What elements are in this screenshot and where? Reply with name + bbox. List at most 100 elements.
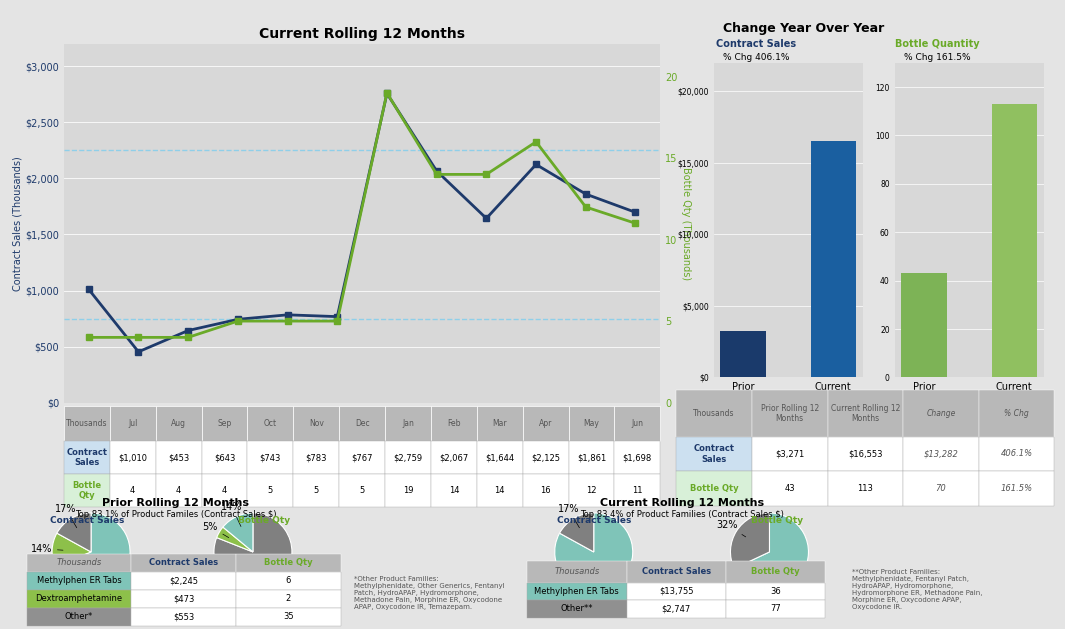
Bar	[615, 441, 660, 474]
Bar	[236, 590, 341, 608]
Bar	[201, 441, 247, 474]
Text: 12: 12	[586, 486, 596, 495]
Bar	[752, 437, 828, 472]
Text: % Chg: % Chg	[1004, 409, 1029, 418]
Text: Jan: Jan	[403, 419, 414, 428]
Bar	[236, 554, 341, 572]
Text: 17%: 17%	[558, 504, 579, 528]
Text: $2,245: $2,245	[169, 576, 198, 585]
Wedge shape	[216, 527, 253, 552]
Text: $2,067: $2,067	[439, 453, 469, 462]
Bar	[64, 441, 110, 474]
Text: 19: 19	[403, 486, 413, 495]
Bar	[201, 406, 247, 441]
Bar	[386, 474, 431, 508]
Text: $1,010: $1,010	[118, 453, 147, 462]
Text: Methylphen ER Tabs: Methylphen ER Tabs	[36, 576, 121, 585]
Text: Thousands: Thousands	[56, 558, 101, 567]
Bar	[339, 441, 386, 474]
Text: 6: 6	[285, 576, 291, 585]
Text: Bottle Qty: Bottle Qty	[264, 558, 313, 567]
Text: 5: 5	[267, 486, 273, 495]
Bar	[903, 390, 979, 437]
Wedge shape	[54, 513, 130, 591]
Bar	[27, 554, 131, 572]
Text: $643: $643	[214, 453, 235, 462]
Bar	[155, 474, 201, 508]
Text: Bottle Qty: Bottle Qty	[752, 516, 803, 525]
Bar	[523, 441, 569, 474]
Text: Thousands: Thousands	[554, 567, 600, 576]
Text: Contract Sales: Contract Sales	[50, 516, 125, 525]
Text: Jun: Jun	[632, 419, 643, 428]
Bar	[131, 608, 236, 626]
Bar	[431, 441, 477, 474]
Text: Contract Sales: Contract Sales	[642, 567, 710, 576]
Bar	[615, 406, 660, 441]
Text: 70: 70	[935, 484, 947, 493]
Bar	[979, 390, 1054, 437]
Bar	[155, 406, 201, 441]
Text: Sep: Sep	[217, 419, 231, 428]
Bar	[569, 474, 615, 508]
Bar	[386, 441, 431, 474]
Text: Prior Rolling 12 Months: Prior Rolling 12 Months	[102, 498, 249, 508]
Bar	[131, 572, 236, 590]
Y-axis label: Contract Sales (Thousands): Contract Sales (Thousands)	[13, 156, 22, 291]
Bar	[720, 331, 766, 377]
Text: Other**: Other**	[560, 604, 593, 613]
Bar	[828, 437, 903, 472]
Bar	[247, 474, 293, 508]
Text: *Other Product Families:
Methylphenidate, Other Generics, Fentanyl
Patch, HydroA: *Other Product Families: Methylphenidate…	[354, 576, 504, 610]
Bar	[676, 437, 752, 472]
Text: Top 83.4% of Product Families (Contract Sales $): Top 83.4% of Product Families (Contract …	[579, 510, 784, 519]
Text: 17%: 17%	[55, 504, 77, 528]
Text: Contract
Sales: Contract Sales	[66, 448, 108, 467]
Text: $1,644: $1,644	[486, 453, 514, 462]
Bar	[726, 600, 825, 618]
Text: Methylphen ER Tabs: Methylphen ER Tabs	[535, 587, 619, 596]
Bar	[828, 472, 903, 506]
Bar	[726, 561, 825, 582]
Text: Contract Sales: Contract Sales	[716, 39, 797, 49]
Text: $473: $473	[173, 594, 195, 603]
Bar	[110, 441, 155, 474]
Text: 4: 4	[130, 486, 135, 495]
Bar	[293, 474, 339, 508]
Bar	[523, 474, 569, 508]
Text: $1,698: $1,698	[623, 453, 652, 462]
Text: $453: $453	[168, 453, 190, 462]
Wedge shape	[223, 513, 253, 552]
Bar	[27, 572, 131, 590]
Text: 36: 36	[770, 587, 781, 596]
Text: 4: 4	[222, 486, 227, 495]
Text: 5: 5	[360, 486, 364, 495]
Bar	[752, 390, 828, 437]
Bar	[386, 406, 431, 441]
Text: 83%: 83%	[608, 576, 629, 600]
Bar	[110, 474, 155, 508]
Bar	[27, 590, 131, 608]
Bar	[726, 582, 825, 600]
Bar	[626, 561, 726, 582]
Text: Current Rolling 12 Months: Current Rolling 12 Months	[600, 498, 764, 508]
Bar	[431, 406, 477, 441]
Text: $743: $743	[260, 453, 281, 462]
Bar	[626, 600, 726, 618]
Text: Change Year Over Year: Change Year Over Year	[723, 22, 885, 35]
Text: 4: 4	[176, 486, 181, 495]
Text: $1,861: $1,861	[577, 453, 606, 462]
Text: Contract Sales: Contract Sales	[149, 558, 218, 567]
Bar	[155, 441, 201, 474]
Bar	[64, 406, 110, 441]
Bar	[903, 437, 979, 472]
Text: $3,271: $3,271	[775, 450, 804, 459]
Text: Dec: Dec	[355, 419, 370, 428]
Text: 11: 11	[633, 486, 642, 495]
Text: 69%: 69%	[114, 568, 143, 585]
Text: Bottle Quantity: Bottle Quantity	[895, 39, 980, 49]
Bar	[569, 406, 615, 441]
Text: Bottle Qty: Bottle Qty	[752, 567, 800, 576]
Text: Bottle Qty: Bottle Qty	[239, 516, 290, 525]
Bar	[477, 406, 523, 441]
